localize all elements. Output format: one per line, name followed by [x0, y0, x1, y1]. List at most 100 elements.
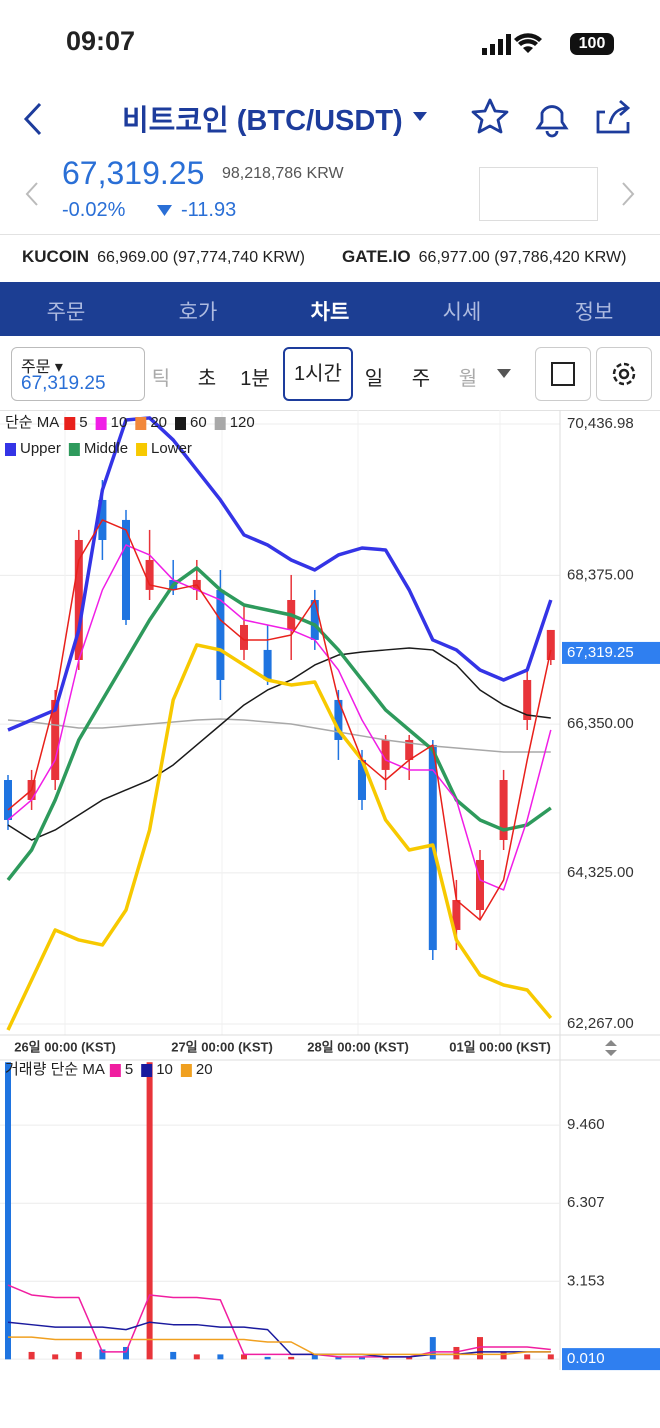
candle-body: [216, 589, 225, 680]
candle-body: [358, 759, 366, 800]
legend-label: 5: [125, 1061, 133, 1078]
legend-title: 거래량 단순 MA: [5, 1061, 105, 1078]
tick-highlight: [562, 1348, 660, 1371]
candle-body: [523, 679, 532, 721]
candle-body: [405, 739, 414, 760]
volume-bar: [311, 1354, 318, 1360]
signal-bar: [506, 34, 511, 55]
tab[interactable]: 시세: [442, 301, 482, 324]
triangle: [413, 112, 427, 121]
gear-icon: [612, 362, 636, 386]
legend-label: Upper: [20, 440, 61, 457]
interval-option[interactable]: 1시간: [283, 347, 353, 401]
tab[interactable]: 호가: [178, 301, 218, 324]
candle-body: [51, 699, 60, 781]
legend-swatch: [141, 1064, 153, 1077]
chevron: [23, 102, 42, 136]
legend-label: 10: [111, 414, 128, 431]
legend-swatch: [95, 417, 107, 430]
volume-bar: [99, 1349, 106, 1360]
volume-bar: [5, 1062, 11, 1360]
candle-body: [546, 629, 555, 660]
candle-body: [310, 599, 319, 640]
y-tick-label: 70,436.98: [567, 415, 634, 432]
interval-dropdown[interactable]: [496, 368, 514, 380]
exchange-price: 66,969.00 (97,774,740 KRW): [97, 249, 305, 266]
legend-swatch: [68, 443, 80, 456]
x-tick-label: 01일 00:00 (KST): [449, 1039, 551, 1054]
status-icons: [482, 33, 542, 55]
volume-bar: [500, 1351, 507, 1360]
order-label-text: 주문: [21, 359, 51, 376]
candle-body: [452, 900, 461, 930]
triangle: [497, 369, 511, 378]
tab[interactable]: 정보: [574, 301, 614, 324]
last-price: 67,319.25: [62, 155, 205, 191]
order-box[interactable]: 주문 ▾ 67,319.25: [11, 347, 145, 401]
candle-body: [74, 539, 83, 660]
share-button[interactable]: [596, 99, 631, 134]
battery: 100: [570, 33, 614, 55]
exchange-price: 66,977.00 (97,786,420 KRW): [418, 249, 627, 266]
legend-swatch: [175, 417, 186, 430]
interval-option[interactable]: 주: [411, 368, 431, 390]
volume-bar: [288, 1356, 295, 1360]
back-button[interactable]: [20, 100, 50, 138]
down-triangle: [157, 205, 172, 216]
change-percent: -0.02%: [62, 199, 126, 221]
volume-bar: [335, 1356, 342, 1360]
scale-toggle[interactable]: [605, 1040, 617, 1056]
legend-swatch: [214, 417, 226, 430]
y-tick-label: 0.010: [567, 1350, 605, 1367]
legend-label: 20: [196, 1061, 213, 1078]
legend-swatch: [136, 443, 148, 456]
ma-line: [7, 718, 551, 753]
volume-bar: [123, 1346, 129, 1360]
candle-body: [499, 780, 508, 841]
volume-bar: [359, 1356, 365, 1360]
ma-line: [7, 519, 552, 921]
legend-label: 60: [190, 414, 207, 431]
candle-body: [145, 559, 154, 590]
next-arrow[interactable]: [618, 180, 638, 208]
signal-bar: [482, 48, 487, 55]
candle-body: [240, 624, 248, 650]
legend-swatch: [5, 443, 16, 456]
legend-label: Lower: [151, 440, 192, 457]
candle-body: [381, 739, 390, 770]
interval-option[interactable]: 일: [364, 368, 384, 390]
volume-bar: [241, 1354, 247, 1360]
candle-body: [334, 699, 343, 740]
interval-option[interactable]: 초: [197, 368, 217, 390]
chevron: [622, 182, 635, 206]
legend-label: 20: [150, 414, 167, 431]
volume-bar: [547, 1354, 554, 1360]
y-tick-label: 68,375.00: [567, 566, 634, 583]
title-dropdown[interactable]: [412, 110, 430, 124]
alert-button[interactable]: [535, 105, 569, 138]
settings-button[interactable]: [596, 347, 652, 401]
legend-title: 단순 MA: [5, 414, 59, 431]
prev-arrow[interactable]: [22, 180, 42, 208]
triangle: [157, 205, 172, 216]
band-line: [6, 566, 552, 882]
tab[interactable]: 차트: [310, 301, 350, 324]
divider: [0, 410, 660, 411]
krw-price: 98,218,786 KRW: [222, 165, 344, 182]
legend-label: 120: [230, 414, 255, 431]
draw-button[interactable]: [535, 347, 591, 401]
chart: 70,436.98 68,375.00 66,350.00 64,325.00 62,2…: [0, 410, 660, 1371]
favorite-button[interactable]: [471, 98, 509, 134]
interval-option[interactable]: 1분: [240, 368, 270, 390]
wifi-icon: [514, 33, 542, 53]
interval-option[interactable]: 틱: [151, 368, 171, 390]
tab[interactable]: 주문: [46, 301, 86, 324]
volume-bar: [382, 1356, 389, 1360]
interval-option[interactable]: 월: [458, 368, 478, 390]
square-icon: [551, 362, 575, 386]
order-label: 주문 ▾: [21, 359, 63, 376]
tab-bar: 주문 호가 차트 시세 정보: [0, 282, 660, 336]
page-title[interactable]: 비트코인 (BTC/USDT): [122, 105, 403, 137]
volume-bar: [429, 1337, 436, 1360]
